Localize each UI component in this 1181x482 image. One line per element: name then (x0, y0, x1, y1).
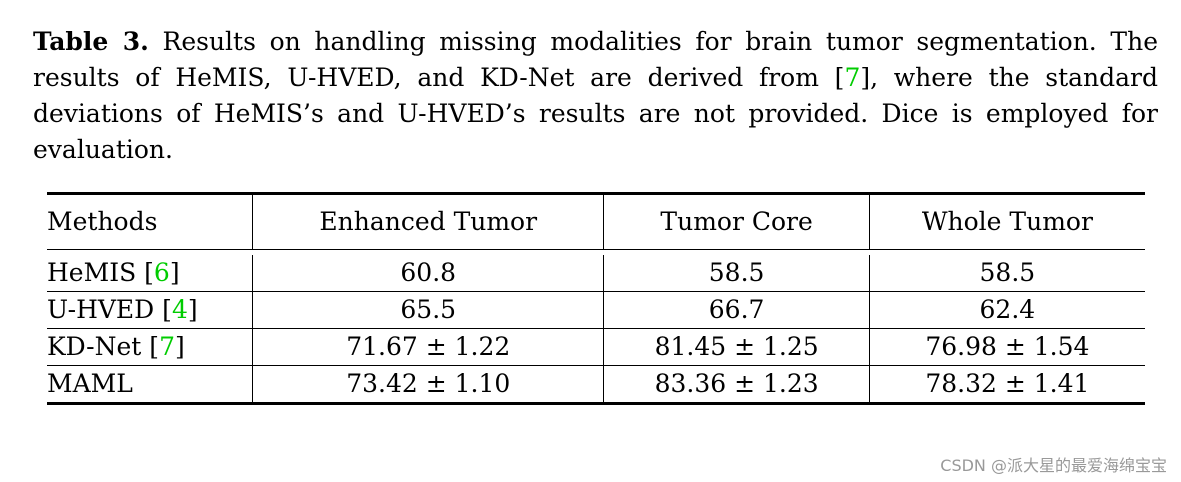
value-cell: 58.5 (603, 255, 870, 292)
header-methods: Methods (47, 192, 253, 250)
caption-text-part2: ], where the standard deviations of HeMI… (33, 63, 1158, 164)
value-cell-best: 83.36 ± 1.23 (603, 365, 870, 405)
method-cell: U-HVED [4] (47, 291, 253, 329)
citation-link[interactable]: 4 (171, 295, 188, 324)
header-double-rule (47, 249, 1145, 255)
header-enhanced-tumor: Enhanced Tumor (252, 192, 605, 250)
citation-link[interactable]: 6 (153, 258, 170, 287)
value-cell: 66.7 (603, 291, 870, 329)
caption-label: Table 3. (33, 27, 149, 56)
table-row: KD-Net [7] 71.67 ± 1.22 81.45 ± 1.25 76.… (47, 328, 1145, 366)
table-row: HeMIS [6] 60.8 58.5 58.5 (47, 255, 1145, 292)
value-cell: 58.5 (869, 255, 1145, 292)
caption-text-part1: Results on handling missing modalities f… (33, 27, 1158, 92)
caption-citation-link[interactable]: 7 (844, 63, 861, 92)
value-cell-best: 78.32 ± 1.41 (869, 365, 1145, 405)
value-cell: 65.5 (252, 291, 605, 329)
value-cell: 60.8 (252, 255, 605, 292)
value-cell: 71.67 ± 1.22 (252, 328, 605, 366)
watermark-text: CSDN @派大星的最爱海绵宝宝 (940, 456, 1167, 475)
value-cell: 76.98 ± 1.54 (869, 328, 1145, 366)
results-table: Methods Enhanced Tumor Tumor Core Whole … (47, 192, 1145, 405)
value-cell: 62.4 (869, 291, 1145, 329)
method-cell: MAML (47, 365, 253, 405)
method-cell: HeMIS [6] (47, 255, 253, 292)
header-tumor-core: Tumor Core (603, 192, 870, 250)
table-row: U-HVED [4] 65.5 66.7 62.4 (47, 291, 1145, 329)
citation-link[interactable]: 7 (159, 332, 175, 361)
table-caption: Table 3. Results on handling missing mod… (33, 24, 1158, 168)
value-cell-best: 73.42 ± 1.10 (252, 365, 605, 405)
value-cell: 81.45 ± 1.25 (603, 328, 870, 366)
table-row: MAML 73.42 ± 1.10 83.36 ± 1.23 78.32 ± 1… (47, 365, 1145, 405)
table-header-row: Methods Enhanced Tumor Tumor Core Whole … (47, 192, 1145, 250)
header-whole-tumor: Whole Tumor (869, 192, 1145, 250)
method-cell: KD-Net [7] (47, 328, 253, 366)
